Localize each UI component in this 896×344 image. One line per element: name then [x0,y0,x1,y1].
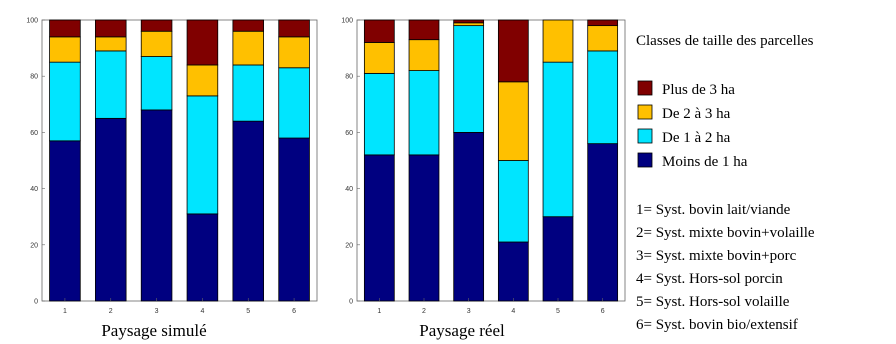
legend-title: Classes de taille des parcelles [636,33,814,49]
bar-segment-3 [49,36,81,63]
chart-panel-2: 0 20 40 60 80 100 1 2 3 4 5 6 Paysage réel [341,18,626,340]
bar-segment-2 [140,56,173,111]
legend-swatch [637,152,653,168]
legend-swatch [637,80,653,96]
bar-segment-1 [278,137,310,302]
bar-segment-4 [497,19,529,83]
bar-segment-1 [542,216,574,302]
bar-segment-2 [363,72,395,156]
x-tick-label: 1 [377,308,381,315]
bar-segment-1 [232,120,265,302]
system-label: 1= Syst. bovin lait/viande [636,202,791,218]
system-label: 5= Syst. Hors-sol volaille [636,294,790,310]
bar-segment-3 [278,36,310,69]
plot-area [41,19,318,302]
bar-segment-1 [140,109,173,302]
bar-segment-4 [278,19,310,38]
bar-segment-2 [408,70,440,156]
system-label: 2= Syst. mixte bovin+volaille [636,225,815,241]
x-tick-label: 4 [511,308,515,315]
bar-segment-1 [363,154,395,302]
x-tick-label: 6 [292,308,296,315]
bar-segment-4 [453,19,485,24]
bar-segment-3 [587,25,619,52]
legend-label: Plus de 3 ha [662,82,735,98]
bar-segment-3 [453,22,485,27]
bar-segment-3 [140,30,173,57]
legend-items: Plus de 3 ha De 2 à 3 ha De 1 à 2 ha Moins … [637,80,748,170]
bar-segment-3 [186,64,219,97]
bar-segment-1 [453,131,485,302]
y-tick-label: 40 [30,186,38,193]
bar-segment-2 [587,50,619,145]
legend-label: De 2 à 3 ha [662,106,731,122]
y-tick-label: 20 [30,242,38,249]
x-tick-label: 5 [556,308,560,315]
chart-panels: 0 20 40 60 80 100 1 2 3 4 5 6 Paysage simulé 0 20 40 60 8… [26,18,626,340]
bar-segment-4 [363,19,395,43]
x-tick-label: 3 [155,308,159,315]
legend-label: Moins de 1 ha [662,154,748,170]
y-tick-label: 20 [345,242,353,249]
bar-segment-3 [94,36,127,52]
bar-segment-2 [497,160,529,243]
system-label: 3= Syst. mixte bovin+porc [636,248,797,264]
bar-segment-4 [186,19,219,66]
y-tick-label: 100 [341,18,353,25]
legend: Classes de taille des parcelles Plus de … [636,33,815,333]
y-tick-label: 60 [345,130,353,137]
y-tick-label: 60 [30,130,38,137]
legend-swatch [637,104,653,120]
x-tick-label: 6 [601,308,605,315]
bar-segment-1 [497,241,529,302]
bar-segment-3 [542,19,574,63]
x-tick-label: 2 [109,308,113,315]
system-list: 1= Syst. bovin lait/viande 2= Syst. mixte… [636,202,815,333]
bar-segment-4 [232,19,265,32]
y-tick-label: 0 [34,299,38,306]
y-tick-label: 100 [26,18,38,25]
bar-segment-1 [587,143,619,302]
legend-label: De 1 à 2 ha [662,130,731,146]
bar-segment-2 [186,95,219,215]
chart-caption: Paysage simulé [101,321,206,340]
bar-segment-3 [232,30,265,66]
legend-swatch [637,128,653,144]
bar-segment-2 [542,61,574,218]
system-label: 4= Syst. Hors-sol porcin [636,271,783,287]
plot-area [356,19,626,302]
bar-segment-2 [49,61,81,142]
bar-segment-4 [49,19,81,38]
bar-segment-2 [94,50,127,119]
chart-panel-1: 0 20 40 60 80 100 1 2 3 4 5 6 Paysage simulé [26,18,318,340]
bar-segment-3 [497,81,529,161]
bar-segment-3 [363,42,395,74]
bar-segment-4 [140,19,173,32]
bar-segment-2 [453,25,485,133]
bar-segment-4 [408,19,440,41]
x-tick-label: 2 [422,308,426,315]
bar-segment-2 [278,67,310,139]
bar-segment-4 [587,19,619,27]
bar-segment-2 [232,64,265,122]
x-tick-label: 1 [63,308,67,315]
x-tick-label: 3 [467,308,471,315]
y-tick-label: 80 [30,74,38,81]
bar-segment-1 [94,117,127,302]
bar-segment-1 [49,140,81,302]
bar-segment-1 [186,213,219,302]
system-label: 6= Syst. bovin bio/extensif [636,317,798,333]
bar-segment-3 [408,39,440,71]
y-tick-label: 80 [345,74,353,81]
y-tick-label: 0 [349,299,353,306]
y-tick-label: 40 [345,186,353,193]
bar-segment-1 [408,154,440,302]
bar-segment-4 [94,19,127,38]
chart-caption: Paysage réel [419,321,505,340]
x-tick-label: 4 [200,308,204,315]
x-tick-label: 5 [246,308,250,315]
